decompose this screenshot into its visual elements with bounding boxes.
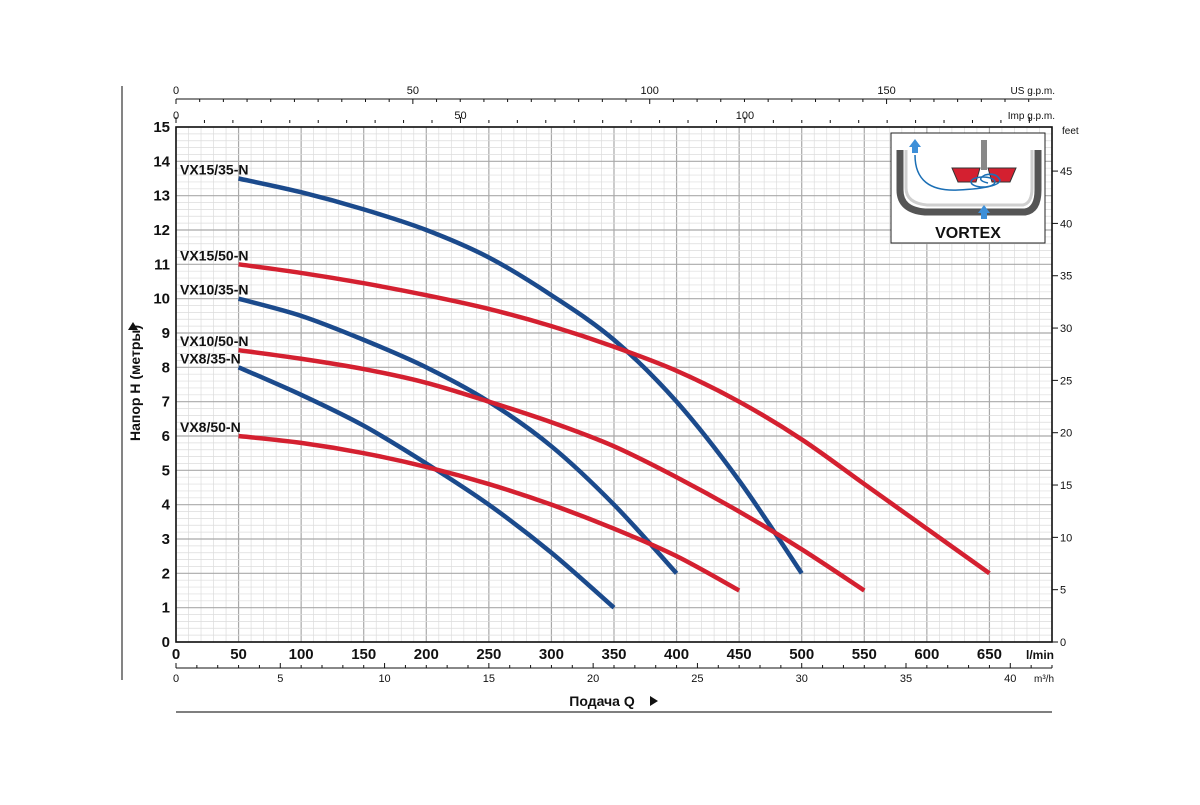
x-tick-label: 200 [414,646,439,663]
x-tick-label: 50 [230,646,247,663]
y-tick-label: 0 [162,634,170,651]
y-tick-label: 13 [153,188,170,205]
x-tick-label: 450 [727,646,752,663]
y-axis-title: Напор H (метры) [127,325,143,441]
x-tick-label: 0 [172,646,180,663]
y-tick-label: 3 [162,531,170,548]
series-curve-VX15/35-N [238,176,804,575]
m3h-unit: m³/h [1034,674,1054,685]
y-tick-label: 4 [162,497,171,514]
us-gpm-unit: US g.p.m. [1011,86,1055,97]
y-tick-label: 12 [153,222,170,239]
y-tick-label: 2 [162,565,170,582]
y-tick-label: 14 [153,153,170,170]
plot-border [175,126,1053,643]
vortex-title: VORTEX [935,225,1001,242]
us-gpm-tick-label: 0 [173,85,179,97]
y-tick-label: 8 [162,359,170,376]
series-curve-VX10/35-N [237,296,679,575]
series-curve-VX15/50-N [238,262,991,576]
x-tick-label: 550 [852,646,877,663]
feet-tick-label: 20 [1060,428,1072,440]
m3h-tick-label: 40 [1004,673,1016,685]
imp-gpm-tick-label: 50 [454,110,466,122]
m3h-tick-label: 5 [277,673,283,685]
x-tick-label: 250 [476,646,501,663]
series-layer [237,176,991,610]
m3h-tick-label: 15 [483,673,495,685]
imp-gpm-unit: Imp g.p.m. [1008,111,1055,122]
series-curve-VX8/50-N [238,433,741,593]
y-tick-label: 6 [162,428,170,445]
feet-tick-label: 45 [1060,166,1072,178]
x-tick-label: 350 [601,646,626,663]
y-tick-label: 1 [162,600,170,617]
x-tick-label: 150 [351,646,376,663]
x-axis-title: Подача Q [569,693,635,709]
feet-unit: feet [1062,126,1079,137]
y-tick-label: 15 [153,119,170,136]
imp-gpm-tick-label: 0 [173,110,179,122]
vortex-pump-icon [896,139,1042,219]
imp-gpm-tick-label: 100 [736,110,754,122]
feet-tick-label: 10 [1060,532,1072,544]
x-unit: l/min [1026,648,1054,662]
x-tick-label: 500 [789,646,814,663]
series-curve-VX10/50-N [238,347,866,593]
y-tick-label: 5 [162,462,170,479]
feet-tick-label: 5 [1060,585,1066,597]
feet-tick-label: 40 [1060,218,1072,230]
y-tick-label: 11 [154,256,170,273]
series-label-VX8/35-N: VX8/35-N [180,350,241,366]
plot-frame [121,86,1053,713]
feet-tick-label: 25 [1060,375,1072,387]
curve-labels: VX15/35-NVX15/50-NVX10/35-NVX10/50-NVX8/… [180,162,248,436]
y-tick-label: 10 [153,291,170,308]
m3h-tick-label: 20 [587,673,599,685]
feet-tick-label: 35 [1060,271,1072,283]
y-tick-label: 9 [162,325,170,342]
axes: 0 50 100 150 US g.p.m.0 50 100 Imp g.p.m.0 50 100… [153,85,1079,685]
series-label-VX15/35-N: VX15/35-N [180,162,248,178]
series-label-VX10/35-N: VX10/35-N [180,282,248,298]
x-tick-label: 650 [977,646,1002,663]
x-tick-label: 100 [289,646,314,663]
feet-tick-label: 0 [1060,637,1066,649]
vortex-inset: VORTEX [890,132,1046,244]
series-label-VX8/50-N: VX8/50-N [180,419,241,435]
m3h-tick-label: 0 [173,673,179,685]
m3h-tick-label: 30 [796,673,808,685]
series-curve-VX8/35-N [237,365,616,610]
m3h-tick-label: 25 [691,673,703,685]
us-gpm-tick-label: 100 [641,85,659,97]
x-tick-label: 300 [539,646,564,663]
feet-tick-label: 15 [1060,480,1072,492]
x-tick-label: 600 [914,646,939,663]
us-gpm-tick-label: 150 [877,85,895,97]
x-tick-label: 400 [664,646,689,663]
us-gpm-tick-label: 50 [407,85,419,97]
m3h-tick-label: 10 [378,673,390,685]
feet-tick-label: 30 [1060,323,1072,335]
y-tick-label: 7 [162,394,170,411]
series-label-VX10/50-N: VX10/50-N [180,333,248,349]
m3h-tick-label: 35 [900,673,912,685]
x-axis-arrow-icon [650,696,658,706]
series-label-VX15/50-N: VX15/50-N [180,247,248,263]
y-axis-arrow-icon [128,322,138,330]
